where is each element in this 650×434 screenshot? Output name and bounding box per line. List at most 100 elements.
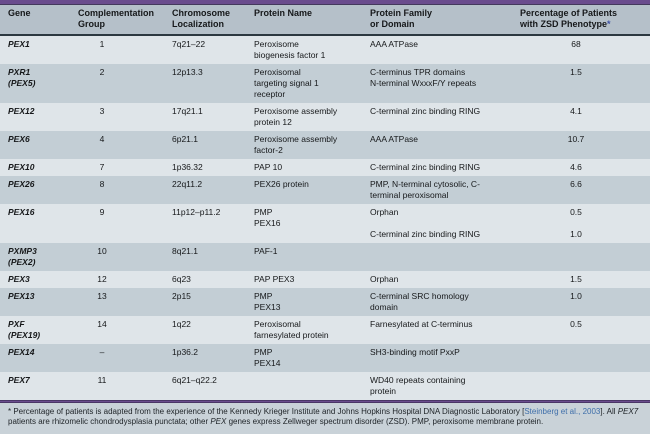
table-row: PEX16 9 11p12–p11.2 PMP PEX16 Orphan C-t… (0, 204, 650, 243)
protein-family-cell: AAA ATPase (370, 134, 419, 144)
column-header-gene: Gene (8, 8, 31, 18)
gene-cell: PEX14 (8, 347, 35, 357)
protein-name-cell: PMP PEX13 (254, 291, 281, 312)
table-row: PEX26 8 22q11.2 PEX26 protein PMP, N-ter… (0, 176, 650, 204)
protein-family-cell: SH3-binding motif PxxP (370, 347, 460, 357)
complementation-group-cell: 14 (97, 319, 107, 329)
gene-cell: PEX12 (8, 106, 35, 116)
chromosome-localization-cell: 6q23 (172, 274, 191, 284)
protein-family-cell: AAA ATPase (370, 39, 419, 49)
protein-name-cell: Peroxisome biogenesis factor 1 (254, 39, 326, 60)
footnote-gene-pex7: PEX7 (617, 407, 639, 416)
complementation-group-cell: 9 (99, 207, 105, 217)
complementation-group-cell: 2 (99, 67, 105, 77)
table-row: PEX14 – 1p36.2 PMP PEX14 SH3-binding mot… (0, 344, 650, 372)
protein-name-cell: Peroxisome assembly protein 12 (254, 106, 338, 127)
protein-family-cell (362, 246, 512, 268)
gene-cell: PXR1 (PEX5) (8, 67, 36, 88)
protein-name-cell: PMP PEX14 (254, 347, 281, 368)
table-row: PEX3 12 6q23 PAP PEX3 Orphan 1.5 (0, 271, 650, 288)
protein-name-cell: PMP PEX16 (254, 207, 281, 228)
chromosome-localization-cell: 2p15 (172, 291, 191, 301)
percentage-cell: 4.6 (570, 162, 582, 172)
percentage-cell: 1.5 (570, 67, 582, 77)
citation-link-steinberg-2003[interactable]: Steinberg et al., 2003 (524, 407, 601, 416)
column-header-protein-name: Protein Name (254, 8, 313, 18)
table-row: PEX7 11 6q21–q22.2 WD40 repeats containi… (0, 372, 650, 400)
protein-family-cell: WD40 repeats containing protein (370, 375, 466, 396)
protein-name-cell: Peroxisomal targeting signal 1 receptor (254, 67, 319, 99)
chromosome-localization-cell: 12p13.3 (172, 67, 203, 77)
gene-cell: PEX6 (8, 134, 30, 144)
protein-family-cell: Farnesylated at C-terminus (370, 319, 473, 329)
complementation-group-cell: 11 (97, 375, 107, 385)
percentage-cell: 0.5 (570, 319, 582, 329)
chromosome-localization-cell: 17q21.1 (172, 106, 203, 116)
complementation-group-cell: 12 (97, 274, 107, 284)
complementation-group-cell: 4 (99, 134, 105, 144)
percentage-cell: 4.1 (570, 106, 582, 116)
column-header-complementation-group: Complementation Group (78, 8, 155, 29)
table-row: PEX1 1 7q21–22 Peroxisome biogenesis fac… (0, 36, 650, 64)
gene-cell: PEX1 (8, 39, 30, 49)
footnote-text-3: patients are rhizomelic chondrodysplasia… (8, 417, 211, 426)
chromosome-localization-cell: 6q21–q22.2 (172, 375, 217, 385)
column-header-chromosome-localization: Chromosome Localization (172, 8, 231, 29)
footnote-gene-pex: PEX (210, 417, 227, 426)
chromosome-localization-cell: 22q11.2 (172, 179, 203, 189)
chromosome-localization-cell: 1p36.32 (172, 162, 203, 172)
gene-cell: PEX7 (8, 375, 30, 385)
complementation-group-cell: 1 (99, 39, 105, 49)
chromosome-localization-cell: 11p12–p11.2 (172, 207, 221, 217)
protein-name-cell: PAP 10 (254, 162, 283, 172)
gene-cell: PEX3 (8, 274, 30, 284)
column-header-protein-family: Protein Family or Domain (370, 8, 433, 29)
footnote-text-2: ]. All (600, 407, 618, 416)
percentage-cell (512, 246, 650, 268)
protein-family-cell: C-terminus TPR domains N-terminal WxxxF/… (370, 67, 477, 88)
protein-name-cell (248, 375, 362, 397)
protein-family-cell: C-terminal zinc binding RING (370, 162, 481, 172)
table-row: PEX10 7 1p36.32 PAP 10 C-terminal zinc b… (0, 159, 650, 176)
percentage-cell (512, 375, 650, 397)
percentage-cell: 10.7 (567, 134, 585, 144)
table-row: PXMP3 (PEX2) 10 8q21.1 PAF-1 (0, 243, 650, 271)
chromosome-localization-cell: 8q21.1 (172, 246, 198, 256)
table-row: PEX6 4 6p21.1 Peroxisome assembly factor… (0, 131, 650, 159)
complementation-group-cell: 8 (99, 179, 105, 189)
percentage-cell: 0.5 1.0 (570, 207, 582, 239)
complementation-group-cell: 13 (97, 291, 107, 301)
percentage-cell: 1.0 (570, 291, 582, 301)
footnote-asterisk-marker: * (607, 19, 611, 29)
table-body: PEX1 1 7q21–22 Peroxisome biogenesis fac… (0, 36, 650, 400)
gene-cell: PEX26 (8, 179, 35, 189)
footnote-text-4: genes express Zellweger spectrum disorde… (226, 417, 544, 426)
protein-family-cell: C-terminal zinc binding RING (370, 106, 481, 116)
column-header-percentage-label: Percentage of Patients with ZSD Phenotyp… (520, 8, 618, 29)
protein-name-cell: Peroxisome assembly factor-2 (254, 134, 338, 155)
top-accent-bar (0, 0, 650, 5)
chromosome-localization-cell: 6p21.1 (172, 134, 198, 144)
protein-name-cell: Peroxisomal farnesylated protein (254, 319, 329, 340)
gene-cell: PEX10 (8, 162, 35, 172)
gene-cell: PXMP3 (PEX2) (8, 246, 37, 267)
protein-family-cell: Orphan C-terminal zinc binding RING (370, 207, 481, 239)
table-row: PXF (PEX19) 14 1q22 Peroxisomal farnesyl… (0, 316, 650, 344)
percentage-cell (512, 347, 650, 369)
chromosome-localization-cell: 1q22 (172, 319, 191, 329)
column-header-percentage-zsd: Percentage of Patients with ZSD Phenotyp… (512, 8, 650, 30)
protein-family-cell: PMP, N-terminal cytosolic, C- terminal p… (370, 179, 480, 200)
percentage-cell: 6.6 (570, 179, 582, 189)
percentage-cell: 68 (571, 39, 581, 49)
bottom-accent-bar (0, 400, 650, 403)
complementation-group-cell: 7 (99, 162, 105, 172)
gene-cell: PXF (PEX19) (8, 319, 41, 340)
table-footnote: * Percentage of patients is adapted from… (0, 403, 650, 434)
chromosome-localization-cell: 1p36.2 (172, 347, 198, 357)
protein-family-cell: Orphan (370, 274, 399, 284)
chromosome-localization-cell: 7q21–22 (172, 39, 206, 49)
percentage-cell: 1.5 (570, 274, 582, 284)
table-row: PEX12 3 17q21.1 Peroxisome assembly prot… (0, 103, 650, 131)
footnote-text-1: * Percentage of patients is adapted from… (8, 407, 525, 416)
